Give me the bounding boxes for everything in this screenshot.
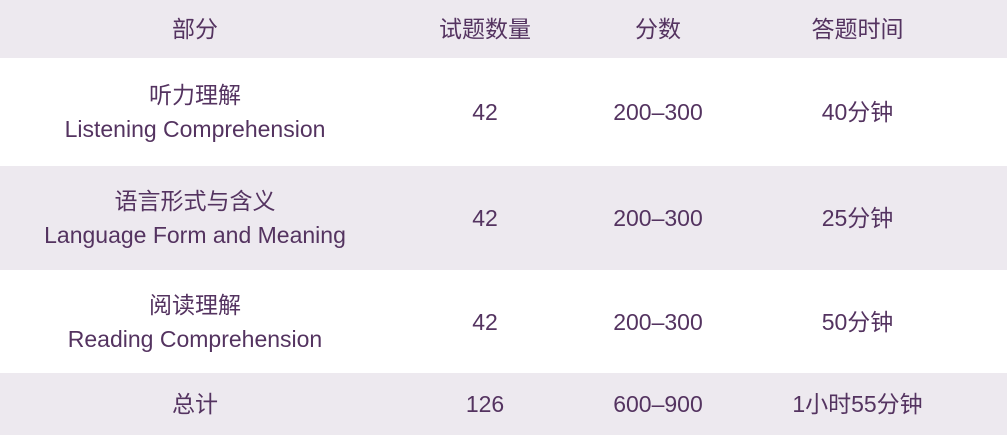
questions-cell: 42 (472, 308, 498, 335)
total-score-cell: 600–900 (613, 391, 703, 417)
table-total-row: 总计 126 600–900 1小时55分钟 (0, 373, 1007, 435)
score-cell: 200–300 (613, 205, 703, 231)
section-cell: 阅读理解 Reading Comprehension (0, 270, 390, 373)
section-cell: 语言形式与含义 Language Form and Meaning (0, 166, 390, 270)
total-questions-cell: 126 (465, 391, 505, 417)
table-row: 听力理解 Listening Comprehension 42 200–300 … (0, 58, 1007, 166)
questions-cell: 42 (472, 205, 498, 231)
table-row: 阅读理解 Reading Comprehension 42 200–300 50… (0, 270, 1007, 373)
section-cell: 听力理解 Listening Comprehension (0, 58, 390, 166)
total-label-cell: 总计 (172, 391, 218, 417)
section-name-en: Language Form and Meaning (44, 222, 346, 248)
score-cell: 200–300 (613, 308, 703, 335)
section-name-zh: 语言形式与含义 (114, 188, 276, 214)
section-name-zh: 阅读理解 (149, 291, 241, 318)
time-cell: 40分钟 (821, 99, 894, 125)
column-header-section: 部分 (172, 16, 218, 42)
column-header-score: 分数 (635, 16, 681, 42)
section-name-en: Reading Comprehension (67, 325, 323, 352)
table-header-row: 部分 试题数量 分数 答题时间 (0, 0, 1007, 58)
questions-cell: 42 (472, 99, 498, 125)
section-name-zh: 听力理解 (149, 82, 241, 108)
table-row: 语言形式与含义 Language Form and Meaning 42 200… (0, 166, 1007, 270)
column-header-time: 答题时间 (811, 16, 904, 42)
score-cell: 200–300 (613, 99, 703, 125)
total-time-cell: 1小时55分钟 (792, 391, 923, 417)
section-name-en: Listening Comprehension (64, 116, 326, 142)
time-cell: 25分钟 (821, 205, 894, 231)
column-header-questions: 试题数量 (439, 16, 531, 42)
time-cell: 50分钟 (821, 308, 894, 335)
